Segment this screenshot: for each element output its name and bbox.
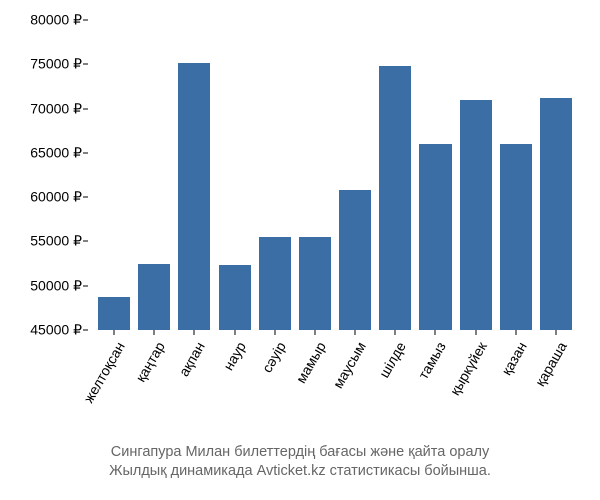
x-label-slot: қаңтар — [134, 333, 174, 443]
x-tick-label: наур — [220, 339, 249, 373]
y-tick-mark — [83, 241, 88, 242]
x-tick-label: желтоқсан — [80, 339, 128, 405]
x-tick-label: сәуір — [258, 339, 288, 375]
x-tick-mark — [114, 330, 115, 335]
x-tick-mark — [194, 330, 195, 335]
y-tick-mark — [83, 330, 88, 331]
y-tick-mark — [83, 108, 88, 109]
y-axis: 45000 ₽50000 ₽55000 ₽60000 ₽65000 ₽70000… — [0, 20, 90, 330]
bar-slot — [215, 20, 255, 330]
x-tick-mark — [355, 330, 356, 335]
x-tick-mark — [555, 330, 556, 335]
bar-slot — [255, 20, 295, 330]
bar — [219, 265, 251, 330]
y-tick-label: 75000 ₽ — [30, 56, 82, 73]
y-tick-mark — [83, 197, 88, 198]
bar-slot — [415, 20, 455, 330]
bar-slot — [496, 20, 536, 330]
y-tick-label: 60000 ₽ — [30, 189, 82, 206]
bar-slot — [335, 20, 375, 330]
x-tick-label: маусым — [330, 339, 369, 391]
bar — [178, 63, 210, 330]
bar-slot — [174, 20, 214, 330]
x-axis-labels: желтоқсанқаңтарақпан наур сәуірмамырмаусым… — [90, 333, 580, 443]
x-label-slot: ақпан — [174, 333, 214, 443]
x-tick-label: шілде — [376, 339, 409, 380]
x-tick-mark — [435, 330, 436, 335]
x-tick-mark — [515, 330, 516, 335]
bar — [138, 264, 170, 330]
x-tick-label: қараша — [532, 339, 570, 389]
y-tick-label: 45000 ₽ — [30, 322, 82, 339]
bar — [339, 190, 371, 330]
x-tick-mark — [274, 330, 275, 335]
y-tick-mark — [83, 20, 88, 21]
bar — [540, 98, 572, 330]
y-tick-mark — [83, 285, 88, 286]
bars-group — [90, 20, 580, 330]
bar — [500, 144, 532, 330]
bar-slot — [456, 20, 496, 330]
x-tick-label: қазан — [498, 339, 530, 378]
bar-slot — [134, 20, 174, 330]
bar — [299, 237, 331, 330]
x-tick-label: қаңтар — [133, 339, 169, 385]
x-label-slot: наур — [215, 333, 255, 443]
x-label-slot: шілде — [375, 333, 415, 443]
caption-line-2: Жылдық динамикада Avticket.kz статистика… — [0, 462, 600, 482]
x-tick-label: мамыр — [292, 339, 328, 386]
caption-line-1: Сингапура Милан билеттердің бағасы және … — [0, 443, 600, 463]
y-tick-mark — [83, 64, 88, 65]
chart-container: 45000 ₽ 50000 ₽ 55000 ₽ 60000 ₽ 65000 ₽ 70000… — [0, 0, 600, 500]
bar — [419, 144, 451, 330]
x-label-slot: қазан — [496, 333, 536, 443]
x-tick-label: тамыз — [415, 339, 449, 382]
y-tick-label: 65000 ₽ — [30, 144, 82, 161]
x-label-slot: сәуір — [255, 333, 295, 443]
x-tick-mark — [314, 330, 315, 335]
y-tick-label: 80000 ₽ — [30, 12, 82, 29]
x-tick-mark — [395, 330, 396, 335]
bar — [379, 66, 411, 330]
x-tick-mark — [154, 330, 155, 335]
x-tick-mark — [234, 330, 235, 335]
x-label-slot: қараша — [536, 333, 576, 443]
bar — [259, 237, 291, 330]
bar — [460, 100, 492, 330]
bar-slot — [295, 20, 335, 330]
x-label-slot: мамыр — [295, 333, 335, 443]
x-label-slot: желтоқсан — [94, 333, 134, 443]
y-tick-mark — [83, 152, 88, 153]
y-tick-label: 70000 ₽ — [30, 100, 82, 117]
bar-slot — [94, 20, 134, 330]
bar-slot — [375, 20, 415, 330]
y-tick-label: 50000 ₽ — [30, 277, 82, 294]
y-tick-label: 55000 ₽ — [30, 233, 82, 250]
x-tick-mark — [475, 330, 476, 335]
plot-area — [90, 20, 580, 330]
x-tick-label: ақпан — [176, 339, 208, 379]
bar — [98, 297, 130, 330]
x-label-slot: маусым — [335, 333, 375, 443]
x-label-slot: қыркүйек — [456, 333, 496, 443]
chart-caption: Сингапура Милан билеттердің бағасы және … — [0, 443, 600, 482]
bar-slot — [536, 20, 576, 330]
